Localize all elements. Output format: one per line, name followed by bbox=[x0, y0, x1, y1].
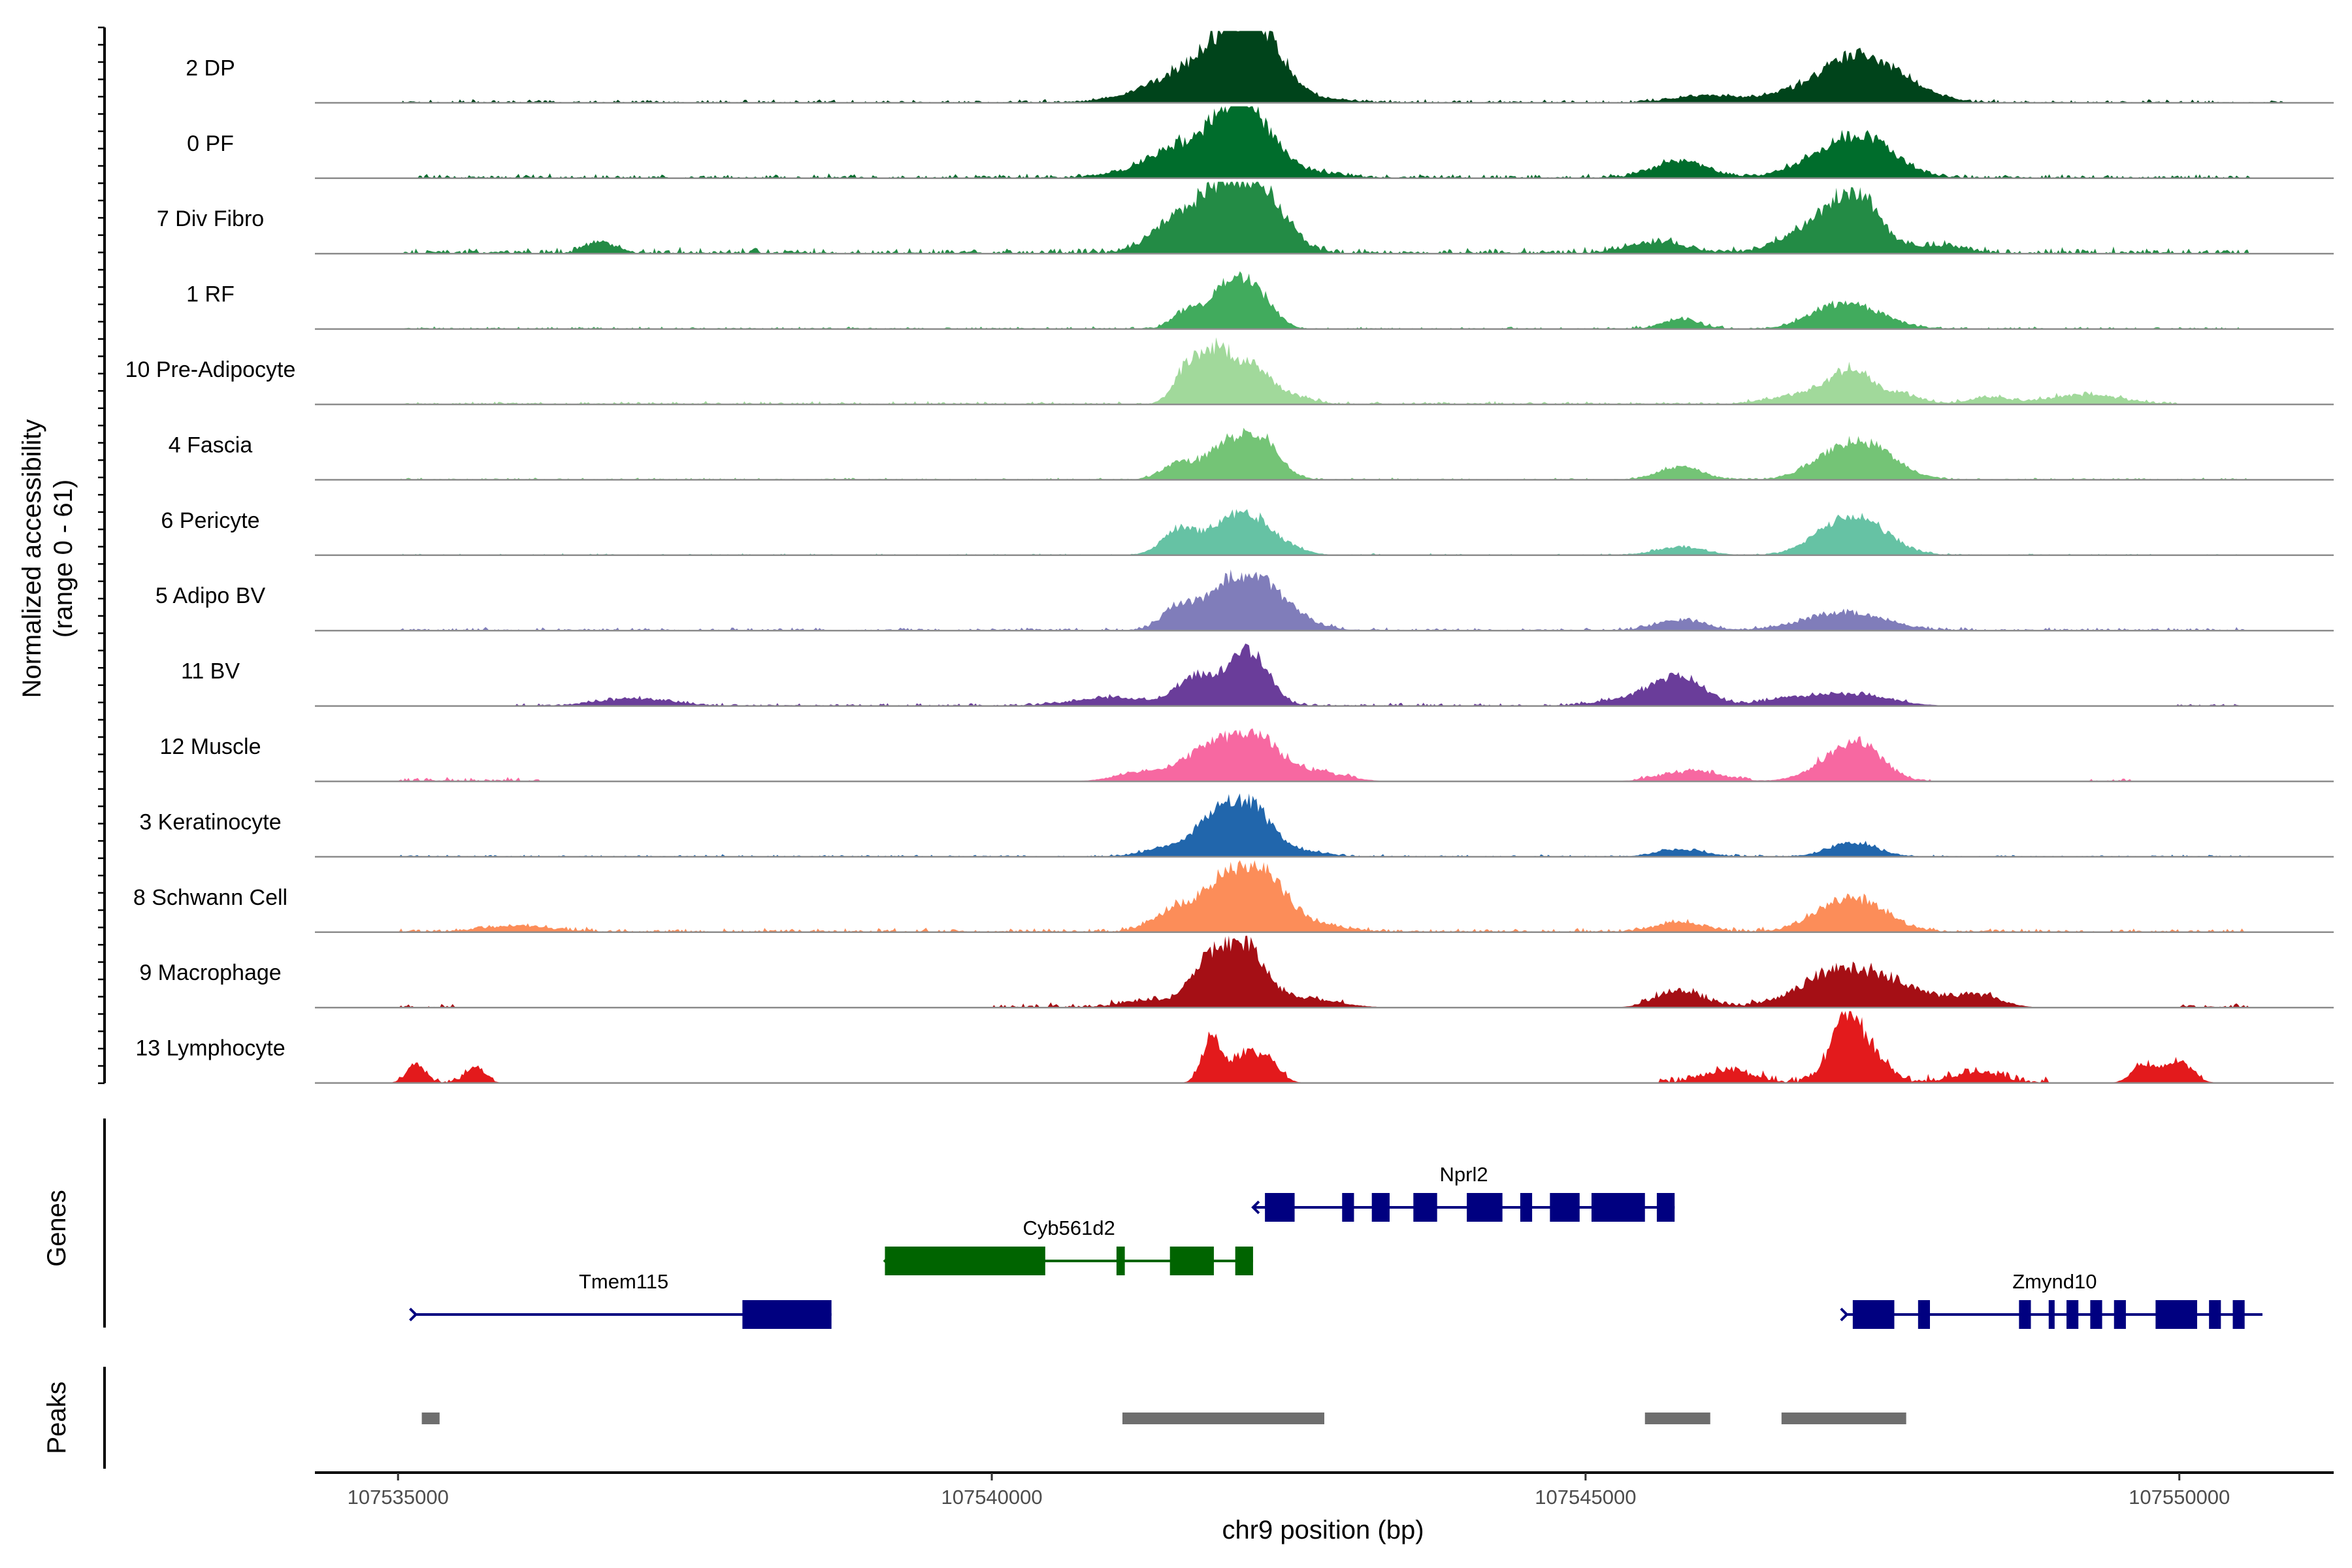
gene-exon bbox=[1852, 1300, 1895, 1329]
track-coverage-area bbox=[315, 569, 2334, 631]
track-11-bv: 11 BV bbox=[181, 644, 2334, 707]
gene-nprl2: Nprl2 bbox=[1251, 1163, 1675, 1222]
gene-exon bbox=[1467, 1193, 1503, 1222]
gene-annotation-panel: Tmem115 Cyb561d2 Nprl2 Zmynd10 bbox=[103, 1119, 2262, 1329]
gene-exon bbox=[2209, 1300, 2221, 1329]
peak-region bbox=[421, 1413, 440, 1424]
track-8-schwann-cell: 8 Schwann Cell bbox=[133, 860, 2334, 934]
track-10-pre-adipocyte: 10 Pre-Adipocyte bbox=[125, 337, 2334, 406]
genes-axis-title: Genes bbox=[42, 1190, 71, 1267]
track-label: 9 Macrophage bbox=[139, 960, 281, 985]
track-coverage-area bbox=[315, 106, 2334, 178]
gene-cyb561d2: Cyb561d2 bbox=[883, 1217, 1253, 1275]
track-2-dp: 2 DP bbox=[186, 31, 2334, 104]
gene-exon bbox=[1413, 1193, 1437, 1222]
gene-exon bbox=[1520, 1193, 1533, 1222]
gene-exon bbox=[885, 1247, 1045, 1275]
gene-label: Nprl2 bbox=[1440, 1163, 1488, 1186]
gene-exon bbox=[2114, 1300, 2126, 1329]
peaks-panel bbox=[103, 1367, 1906, 1469]
gene-exon bbox=[1265, 1193, 1295, 1222]
gene-exon bbox=[2155, 1300, 2197, 1329]
gene-exon bbox=[1918, 1300, 1930, 1329]
track-label: 0 PF bbox=[187, 131, 234, 156]
track-0-pf: 0 PF bbox=[187, 106, 2334, 180]
track-coverage-area bbox=[315, 182, 2334, 254]
track-13-lymphocyte: 13 Lymphocyte bbox=[135, 1011, 2334, 1084]
track-coverage-area bbox=[315, 860, 2334, 932]
track-label: 7 Div Fibro bbox=[157, 206, 264, 231]
track-coverage-area bbox=[315, 31, 2334, 103]
x-tick-label: 107545000 bbox=[1535, 1486, 1636, 1509]
x-axis: 107535000 107540000 107545000 107550000 bbox=[315, 1471, 2334, 1509]
track-coverage-area bbox=[315, 509, 2334, 555]
gene-label: Zmynd10 bbox=[2012, 1270, 2097, 1293]
gene-exon bbox=[1116, 1247, 1125, 1275]
track-5-adipo-bv: 5 Adipo BV bbox=[155, 569, 2334, 632]
gene-exon bbox=[1591, 1193, 1645, 1222]
gene-exon bbox=[1342, 1193, 1354, 1222]
gene-exon bbox=[2066, 1300, 2079, 1329]
track-coverage-area bbox=[315, 271, 2334, 329]
track-coverage-area bbox=[315, 1011, 2334, 1083]
gene-label: Cyb561d2 bbox=[1023, 1217, 1115, 1239]
track-coverage-area bbox=[315, 337, 2334, 404]
track-label: 3 Keratinocyte bbox=[139, 809, 281, 834]
track-label: 6 Pericyte bbox=[161, 508, 259, 533]
track-4-fascia: 4 Fascia bbox=[169, 427, 2334, 481]
track-label: 11 BV bbox=[181, 659, 240, 684]
coverage-tracks: 2 DP 0 PF 7 Div Fibro 1 RF 10 Pre-Adipocyte 4… bbox=[98, 26, 2334, 1085]
gene-exon bbox=[2232, 1300, 2245, 1329]
gene-exon bbox=[2048, 1300, 2055, 1329]
track-coverage-area bbox=[315, 793, 2334, 857]
y-axis-title-line-2: (range 0 - 61) bbox=[49, 480, 78, 638]
gene-exon bbox=[1235, 1247, 1253, 1275]
gene-label: Tmem115 bbox=[579, 1270, 668, 1293]
peak-region bbox=[1644, 1413, 1710, 1424]
track-label: 8 Schwann Cell bbox=[133, 885, 287, 910]
gene-exon bbox=[1550, 1193, 1580, 1222]
track-label: 5 Adipo BV bbox=[155, 583, 266, 608]
track-label: 4 Fascia bbox=[169, 433, 253, 457]
track-coverage-area bbox=[315, 936, 2334, 1008]
track-label: 12 Muscle bbox=[160, 734, 261, 759]
track-label: 1 RF bbox=[186, 282, 235, 307]
gene-zmynd10: Zmynd10 bbox=[1840, 1270, 2262, 1329]
track-coverage-area bbox=[315, 644, 2334, 706]
gene-exon bbox=[742, 1300, 832, 1329]
track-coverage-area bbox=[315, 728, 2334, 781]
track-6-pericyte: 6 Pericyte bbox=[161, 508, 2334, 557]
x-tick-label: 107550000 bbox=[2129, 1486, 2230, 1509]
strand-arrow-icon bbox=[1840, 1307, 1849, 1322]
track-label: 13 Lymphocyte bbox=[135, 1036, 285, 1061]
gene-exon bbox=[1371, 1193, 1390, 1222]
track-label: 2 DP bbox=[186, 56, 235, 80]
gene-exon bbox=[2019, 1300, 2031, 1329]
track-9-macrophage: 9 Macrophage bbox=[139, 936, 2334, 1009]
peaks-axis-title: Peaks bbox=[42, 1381, 71, 1454]
gene-exon bbox=[2090, 1300, 2102, 1329]
gene-exon bbox=[1169, 1247, 1214, 1275]
x-tick-label: 107540000 bbox=[941, 1486, 1042, 1509]
strand-arrow-icon bbox=[409, 1307, 418, 1322]
track-3-keratinocyte: 3 Keratinocyte bbox=[139, 793, 2334, 858]
track-1-rf: 1 RF bbox=[186, 271, 2334, 330]
gene-exon bbox=[1656, 1193, 1675, 1222]
track-label: 10 Pre-Adipocyte bbox=[125, 357, 296, 382]
gene-tmem115: Tmem115 bbox=[409, 1270, 832, 1329]
track-7-div-fibro: 7 Div Fibro bbox=[157, 182, 2334, 255]
x-tick-label: 107535000 bbox=[348, 1486, 449, 1509]
y-axis-title-line-1: Normalized accessibility bbox=[18, 419, 46, 698]
peak-region bbox=[1122, 1413, 1324, 1424]
track-12-muscle: 12 Muscle bbox=[160, 728, 2334, 783]
peak-region bbox=[1781, 1413, 1906, 1424]
track-coverage-area bbox=[315, 427, 2334, 480]
x-axis-title: chr9 position (bp) bbox=[1222, 1516, 1424, 1544]
strand-arrow-icon bbox=[1251, 1200, 1260, 1215]
